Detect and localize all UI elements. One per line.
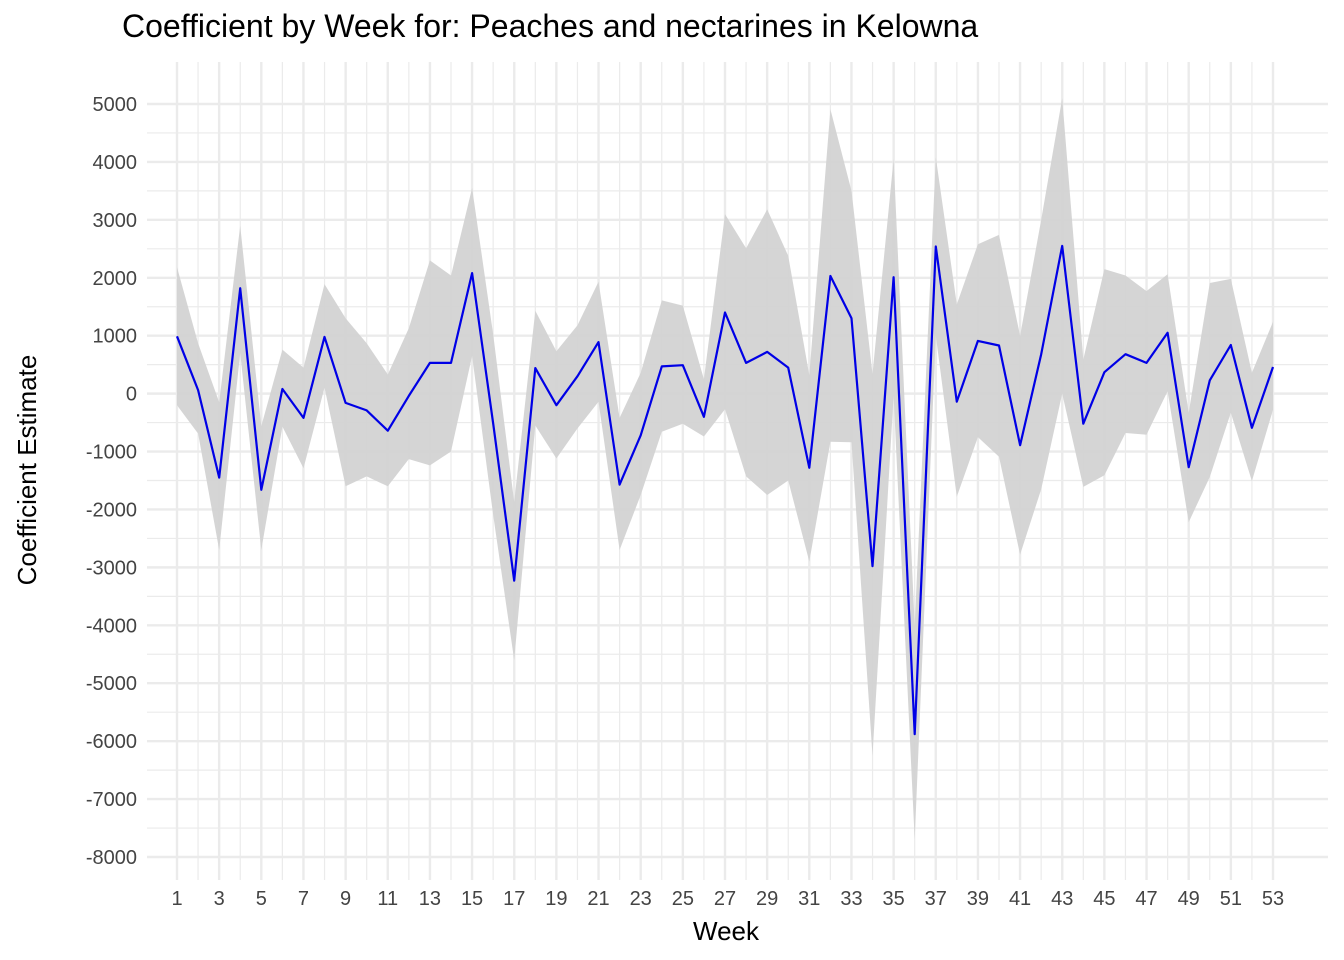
y-tick-label: 0: [126, 384, 137, 406]
y-tick-label: 4000: [93, 152, 138, 174]
x-tick-label: 19: [545, 888, 567, 910]
x-tick-label: 23: [630, 888, 652, 910]
x-tick-label: 33: [840, 888, 862, 910]
y-tick-label: -1000: [86, 442, 137, 464]
x-tick-label: 3: [214, 888, 225, 910]
x-tick-label: 1: [171, 888, 182, 910]
confidence-band-layer: [177, 98, 1273, 840]
y-tick-label: -4000: [86, 615, 137, 637]
x-tick-labels: 1 3 5 7 9 11 13 15 17 19 21 23 25 27 29 31 33 35 37 39 41 43 4…: [171, 888, 1284, 910]
x-axis-title: Week: [693, 916, 760, 946]
x-tick-label: 53: [1262, 888, 1284, 910]
grid-lines: [147, 62, 1328, 880]
x-tick-label: 41: [1009, 888, 1031, 910]
x-tick-label: 5: [256, 888, 267, 910]
x-tick-label: 21: [587, 888, 609, 910]
x-tick-label: 31: [798, 888, 820, 910]
y-tick-label: 5000: [93, 94, 138, 116]
x-tick-label: 47: [1135, 888, 1157, 910]
y-tick-label: 1000: [93, 326, 138, 348]
y-tick-labels: 5000 4000 3000 2000 1000 0 -1000 -2000 -3000 -400…: [86, 94, 137, 869]
y-tick-label: 3000: [93, 210, 138, 232]
x-tick-label: 25: [672, 888, 694, 910]
y-tick-label: -2000: [86, 499, 137, 521]
y-tick-label: 2000: [93, 268, 138, 290]
x-tick-label: 37: [925, 888, 947, 910]
y-tick-label: -6000: [86, 731, 137, 753]
y-axis-title: Coefficient Estimate: [12, 355, 42, 586]
x-tick-label: 27: [714, 888, 736, 910]
y-tick-label: -8000: [86, 847, 137, 869]
chart-title: Coefficient by Week for: Peaches and nec…: [122, 8, 979, 44]
x-tick-label: 45: [1093, 888, 1115, 910]
x-tick-label: 49: [1178, 888, 1200, 910]
x-tick-label: 15: [461, 888, 483, 910]
y-tick-label: -3000: [86, 557, 137, 579]
confidence-band: [177, 98, 1273, 840]
x-tick-label: 9: [340, 888, 351, 910]
y-tick-label: -5000: [86, 673, 137, 695]
x-tick-label: 11: [377, 888, 398, 910]
x-tick-label: 35: [882, 888, 904, 910]
y-tick-label: -7000: [86, 789, 137, 811]
x-tick-label: 43: [1051, 888, 1073, 910]
x-tick-label: 13: [419, 888, 441, 910]
x-tick-label: 17: [503, 888, 525, 910]
series-line-layer: [175, 244, 1275, 736]
x-tick-label: 7: [298, 888, 309, 910]
x-tick-label: 39: [967, 888, 989, 910]
x-tick-label: 29: [756, 888, 778, 910]
x-tick-label: 51: [1220, 888, 1242, 910]
